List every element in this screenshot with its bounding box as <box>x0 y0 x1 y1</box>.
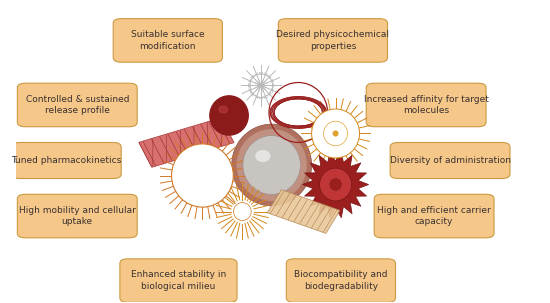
Ellipse shape <box>232 124 312 206</box>
Ellipse shape <box>172 144 233 207</box>
Text: Desired physicochemical
properties: Desired physicochemical properties <box>277 30 389 51</box>
Ellipse shape <box>333 130 339 137</box>
Text: Tuned pharmacokinetics: Tuned pharmacokinetics <box>12 156 122 165</box>
Polygon shape <box>267 190 340 233</box>
Ellipse shape <box>330 179 342 190</box>
Ellipse shape <box>210 96 248 135</box>
Ellipse shape <box>219 106 228 113</box>
FancyBboxPatch shape <box>18 83 137 127</box>
Ellipse shape <box>234 202 251 221</box>
FancyBboxPatch shape <box>120 259 237 302</box>
Ellipse shape <box>320 168 351 201</box>
FancyBboxPatch shape <box>366 83 486 127</box>
Text: Diversity of administration: Diversity of administration <box>389 156 510 165</box>
FancyBboxPatch shape <box>287 259 395 302</box>
Text: Biocompatibility and
biodegradability: Biocompatibility and biodegradability <box>294 270 388 291</box>
FancyBboxPatch shape <box>18 194 137 238</box>
Text: High and efficient carrier
capacity: High and efficient carrier capacity <box>377 206 491 226</box>
FancyBboxPatch shape <box>12 142 121 178</box>
Polygon shape <box>302 151 368 218</box>
FancyBboxPatch shape <box>374 194 494 238</box>
Text: Suitable surface
modification: Suitable surface modification <box>131 30 205 51</box>
Ellipse shape <box>243 135 300 195</box>
Text: Controlled & sustained
release profile: Controlled & sustained release profile <box>25 95 129 115</box>
Polygon shape <box>139 118 234 167</box>
Text: Increased affinity for target
molecules: Increased affinity for target molecules <box>364 95 488 115</box>
FancyBboxPatch shape <box>390 142 510 178</box>
Ellipse shape <box>312 109 360 158</box>
FancyBboxPatch shape <box>113 19 222 62</box>
FancyBboxPatch shape <box>278 19 388 62</box>
Text: Enhanced stability in
biological milieu: Enhanced stability in biological milieu <box>131 270 226 291</box>
Text: High mobility and cellular
uptake: High mobility and cellular uptake <box>19 206 136 226</box>
Ellipse shape <box>255 150 271 162</box>
Ellipse shape <box>236 129 307 201</box>
